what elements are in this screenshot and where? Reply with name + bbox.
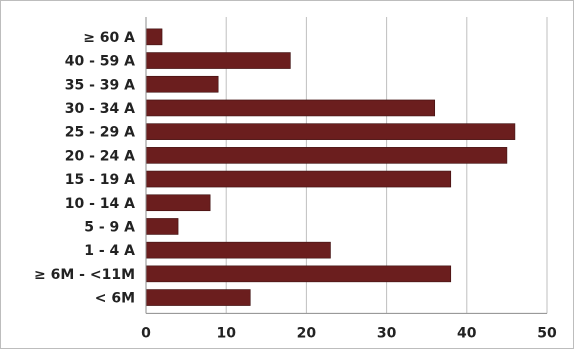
x-tick-label: 30 (377, 325, 397, 341)
bar (145, 75, 219, 93)
bar (145, 170, 452, 188)
axes (145, 17, 547, 314)
x-tick-label: 0 (141, 325, 151, 341)
bar (145, 147, 508, 164)
y-tick-label: 30 - 34 A (65, 101, 135, 117)
y-tick-label: 5 - 9 A (84, 219, 135, 235)
y-tick-label: 40 - 59 A (65, 54, 135, 70)
bar (145, 52, 291, 69)
y-tick-label: 35 - 39 A (65, 77, 135, 93)
gridlines (225, 17, 548, 314)
y-tick-label: 15 - 19 A (65, 172, 135, 188)
bar (145, 28, 163, 46)
bar (145, 241, 331, 259)
y-tick-label: 25 - 29 A (65, 125, 135, 141)
y-tick-label: 1 - 4 A (84, 243, 135, 259)
x-tick-label: 40 (457, 325, 477, 341)
bar (145, 289, 251, 306)
x-tick-label: 10 (216, 325, 236, 341)
bar (145, 99, 436, 117)
bar (145, 194, 211, 212)
y-tick-labels: ≥ 60 A 40 - 59 A 35 - 39 A 30 - 34 A 25 - 29… (34, 30, 135, 307)
bar (145, 265, 452, 283)
bar (145, 123, 516, 140)
x-tick-label: 50 (537, 325, 557, 341)
y-tick-label: ≥ 6M - <11M (34, 267, 135, 283)
bar (145, 218, 179, 235)
x-tick-labels: 0 10 20 30 40 50 (141, 325, 557, 341)
y-tick-label: 10 - 14 A (65, 196, 135, 212)
y-tick-label: ≥ 60 A (83, 30, 135, 46)
bars (145, 28, 516, 306)
x-tick-label: 20 (297, 325, 317, 341)
y-tick-label: 20 - 24 A (65, 148, 135, 164)
y-tick-label: < 6M (95, 291, 135, 307)
